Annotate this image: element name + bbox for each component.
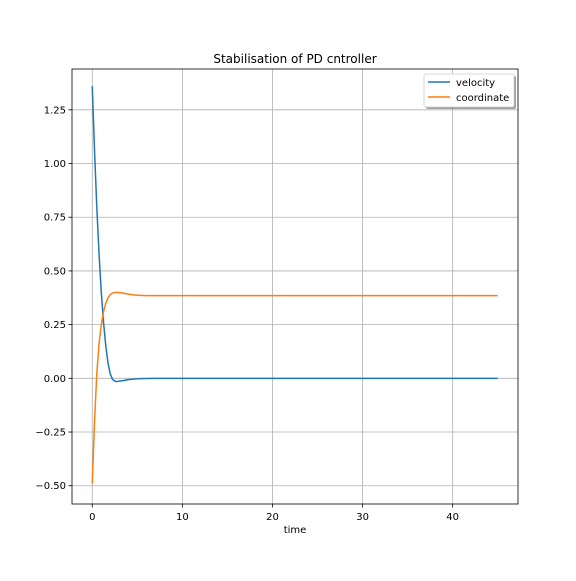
x-tick-label-3: 30 <box>356 512 369 523</box>
x-tick-label-1: 10 <box>176 512 189 523</box>
grid <box>72 69 518 504</box>
y-tick-label-0: −0.50 <box>35 481 66 492</box>
legend-label-coordinate: coordinate <box>456 93 509 104</box>
axis-ticks: 0 10 20 30 40 −0.50 −0.25 0.00 0.25 0.50 0.75 1.00 1… <box>35 105 459 523</box>
x-tick-label-0: 0 <box>89 512 95 523</box>
series-lines <box>91 86 498 484</box>
y-tick-label-2: 0.00 <box>44 374 66 385</box>
plot-area <box>72 69 518 504</box>
x-axis-label: time <box>284 525 307 536</box>
x-tick-label-2: 20 <box>266 512 279 523</box>
y-tick-label-5: 0.75 <box>44 213 66 224</box>
y-tick-label-3: 0.25 <box>44 320 66 331</box>
y-tick-label-7: 1.25 <box>44 105 66 116</box>
series-line-velocity <box>91 86 498 383</box>
y-tick-label-1: −0.25 <box>35 428 66 439</box>
legend-label-velocity: velocity <box>456 78 495 89</box>
x-tick-label-4: 40 <box>446 512 459 523</box>
y-tick-label-6: 1.00 <box>44 159 66 170</box>
y-tick-label-4: 0.50 <box>44 266 66 277</box>
series-line-coordinate <box>91 291 498 484</box>
plot-frame <box>71 68 519 505</box>
legend: velocity coordinate <box>423 73 516 109</box>
chart-title: Stabilisation of PD cntroller <box>213 52 376 66</box>
